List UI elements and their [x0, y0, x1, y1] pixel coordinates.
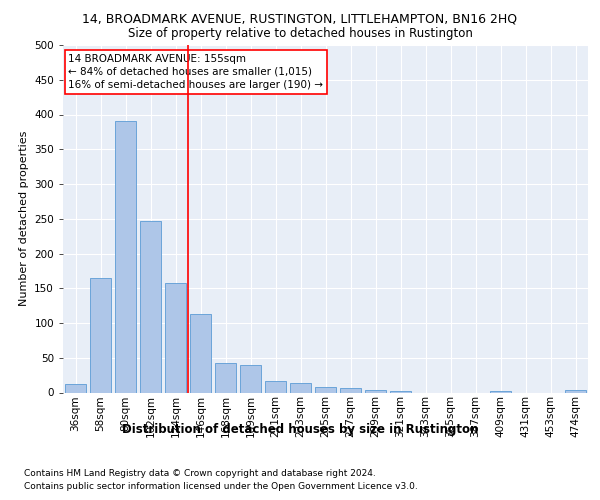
Bar — [140, 221, 161, 392]
Bar — [265, 380, 286, 392]
Bar — [190, 314, 211, 392]
Text: Contains public sector information licensed under the Open Government Licence v3: Contains public sector information licen… — [24, 482, 418, 491]
Bar — [165, 284, 186, 393]
Bar — [490, 391, 511, 392]
Text: Distribution of detached houses by size in Rustington: Distribution of detached houses by size … — [122, 422, 478, 436]
Bar — [290, 383, 311, 392]
Text: Size of property relative to detached houses in Rustington: Size of property relative to detached ho… — [128, 28, 472, 40]
Bar — [240, 364, 261, 392]
Bar — [115, 122, 136, 392]
Bar — [365, 390, 386, 392]
Bar — [315, 387, 336, 392]
Bar — [340, 388, 361, 392]
Text: 14, BROADMARK AVENUE, RUSTINGTON, LITTLEHAMPTON, BN16 2HQ: 14, BROADMARK AVENUE, RUSTINGTON, LITTLE… — [82, 12, 518, 26]
Text: 14 BROADMARK AVENUE: 155sqm
← 84% of detached houses are smaller (1,015)
16% of : 14 BROADMARK AVENUE: 155sqm ← 84% of det… — [68, 54, 323, 90]
Bar — [90, 278, 111, 392]
Bar — [215, 364, 236, 392]
Text: Contains HM Land Registry data © Crown copyright and database right 2024.: Contains HM Land Registry data © Crown c… — [24, 468, 376, 477]
Bar — [65, 384, 86, 392]
Y-axis label: Number of detached properties: Number of detached properties — [19, 131, 29, 306]
Bar — [390, 391, 411, 392]
Bar — [565, 390, 586, 392]
